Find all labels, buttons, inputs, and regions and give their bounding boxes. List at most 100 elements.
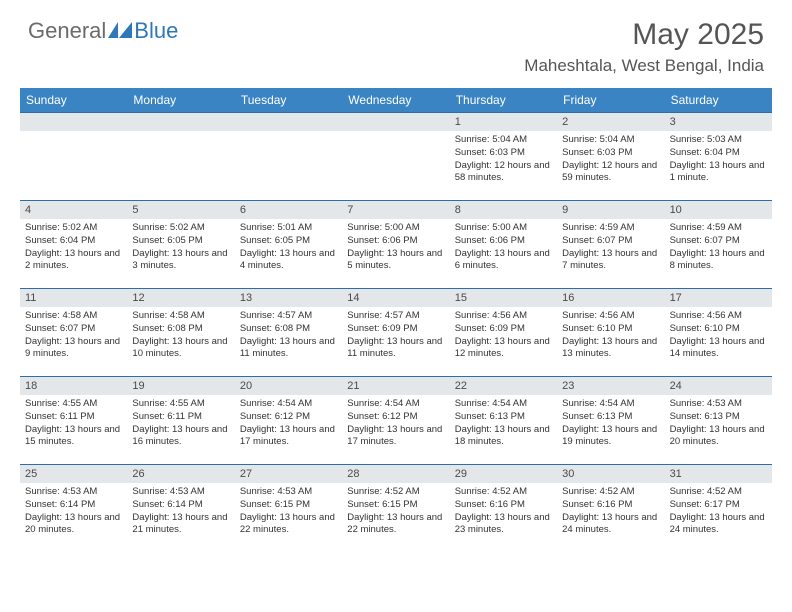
day-cell-2: 2Sunrise: 5:04 AMSunset: 6:03 PMDaylight… (557, 112, 664, 200)
day-info: Sunrise: 4:54 AMSunset: 6:13 PMDaylight:… (557, 395, 664, 453)
day-number: 22 (450, 377, 557, 395)
day-info: Sunrise: 4:57 AMSunset: 6:09 PMDaylight:… (342, 307, 449, 365)
empty-cell (235, 112, 342, 200)
day-info: Sunrise: 4:54 AMSunset: 6:13 PMDaylight:… (450, 395, 557, 453)
day-number: 10 (665, 201, 772, 219)
day-cell-18: 18Sunrise: 4:55 AMSunset: 6:11 PMDayligh… (20, 376, 127, 464)
day-number: 20 (235, 377, 342, 395)
weekday-saturday: Saturday (665, 88, 772, 112)
day-info: Sunrise: 4:57 AMSunset: 6:08 PMDaylight:… (235, 307, 342, 365)
day-info: Sunrise: 4:55 AMSunset: 6:11 PMDaylight:… (20, 395, 127, 453)
day-cell-8: 8Sunrise: 5:00 AMSunset: 6:06 PMDaylight… (450, 200, 557, 288)
day-cell-31: 31Sunrise: 4:52 AMSunset: 6:17 PMDayligh… (665, 464, 772, 552)
day-info: Sunrise: 5:04 AMSunset: 6:03 PMDaylight:… (557, 131, 664, 189)
day-info: Sunrise: 4:55 AMSunset: 6:11 PMDaylight:… (127, 395, 234, 453)
day-number: 25 (20, 465, 127, 483)
day-info: Sunrise: 4:52 AMSunset: 6:16 PMDaylight:… (450, 483, 557, 541)
day-cell-20: 20Sunrise: 4:54 AMSunset: 6:12 PMDayligh… (235, 376, 342, 464)
day-info: Sunrise: 5:03 AMSunset: 6:04 PMDaylight:… (665, 131, 772, 189)
day-number: 31 (665, 465, 772, 483)
day-cell-26: 26Sunrise: 4:53 AMSunset: 6:14 PMDayligh… (127, 464, 234, 552)
day-number: 6 (235, 201, 342, 219)
weekday-friday: Friday (557, 88, 664, 112)
logo-text-blue: Blue (134, 18, 178, 44)
empty-cell (342, 112, 449, 200)
day-info: Sunrise: 4:53 AMSunset: 6:15 PMDaylight:… (235, 483, 342, 541)
logo-triangle-icon (108, 22, 132, 40)
day-number: 15 (450, 289, 557, 307)
day-cell-15: 15Sunrise: 4:56 AMSunset: 6:09 PMDayligh… (450, 288, 557, 376)
day-number: 29 (450, 465, 557, 483)
empty-cell (20, 112, 127, 200)
day-cell-28: 28Sunrise: 4:52 AMSunset: 6:15 PMDayligh… (342, 464, 449, 552)
weekday-wednesday: Wednesday (342, 88, 449, 112)
day-cell-30: 30Sunrise: 4:52 AMSunset: 6:16 PMDayligh… (557, 464, 664, 552)
day-cell-23: 23Sunrise: 4:54 AMSunset: 6:13 PMDayligh… (557, 376, 664, 464)
location: Maheshtala, West Bengal, India (524, 56, 764, 76)
day-info: Sunrise: 5:04 AMSunset: 6:03 PMDaylight:… (450, 131, 557, 189)
weekday-thursday: Thursday (450, 88, 557, 112)
day-number: 4 (20, 201, 127, 219)
day-info: Sunrise: 4:56 AMSunset: 6:10 PMDaylight:… (665, 307, 772, 365)
month-title: May 2025 (524, 18, 764, 52)
day-info: Sunrise: 5:00 AMSunset: 6:06 PMDaylight:… (450, 219, 557, 277)
day-info: Sunrise: 4:58 AMSunset: 6:07 PMDaylight:… (20, 307, 127, 365)
day-cell-7: 7Sunrise: 5:00 AMSunset: 6:06 PMDaylight… (342, 200, 449, 288)
day-info: Sunrise: 4:56 AMSunset: 6:09 PMDaylight:… (450, 307, 557, 365)
day-cell-3: 3Sunrise: 5:03 AMSunset: 6:04 PMDaylight… (665, 112, 772, 200)
day-cell-13: 13Sunrise: 4:57 AMSunset: 6:08 PMDayligh… (235, 288, 342, 376)
day-cell-22: 22Sunrise: 4:54 AMSunset: 6:13 PMDayligh… (450, 376, 557, 464)
day-number: 7 (342, 201, 449, 219)
day-info: Sunrise: 4:52 AMSunset: 6:17 PMDaylight:… (665, 483, 772, 541)
title-block: May 2025 Maheshtala, West Bengal, India (524, 18, 764, 76)
day-cell-14: 14Sunrise: 4:57 AMSunset: 6:09 PMDayligh… (342, 288, 449, 376)
day-info: Sunrise: 4:53 AMSunset: 6:14 PMDaylight:… (20, 483, 127, 541)
day-info: Sunrise: 4:53 AMSunset: 6:13 PMDaylight:… (665, 395, 772, 453)
day-number: 14 (342, 289, 449, 307)
day-cell-16: 16Sunrise: 4:56 AMSunset: 6:10 PMDayligh… (557, 288, 664, 376)
day-number: 3 (665, 113, 772, 131)
day-info: Sunrise: 5:00 AMSunset: 6:06 PMDaylight:… (342, 219, 449, 277)
day-number: 17 (665, 289, 772, 307)
weekday-monday: Monday (127, 88, 234, 112)
day-number: 28 (342, 465, 449, 483)
day-number: 2 (557, 113, 664, 131)
day-number: 11 (20, 289, 127, 307)
logo: General Blue (28, 18, 178, 44)
day-number: 23 (557, 377, 664, 395)
day-number: 21 (342, 377, 449, 395)
day-info: Sunrise: 5:02 AMSunset: 6:05 PMDaylight:… (127, 219, 234, 277)
day-number: 27 (235, 465, 342, 483)
day-number: 19 (127, 377, 234, 395)
day-number: 30 (557, 465, 664, 483)
day-cell-9: 9Sunrise: 4:59 AMSunset: 6:07 PMDaylight… (557, 200, 664, 288)
day-number: 5 (127, 201, 234, 219)
day-info: Sunrise: 4:52 AMSunset: 6:15 PMDaylight:… (342, 483, 449, 541)
calendar: SundayMondayTuesdayWednesdayThursdayFrid… (20, 88, 772, 552)
day-number: 9 (557, 201, 664, 219)
day-info: Sunrise: 4:52 AMSunset: 6:16 PMDaylight:… (557, 483, 664, 541)
weekday-header: SundayMondayTuesdayWednesdayThursdayFrid… (20, 88, 772, 112)
day-cell-27: 27Sunrise: 4:53 AMSunset: 6:15 PMDayligh… (235, 464, 342, 552)
weekday-tuesday: Tuesday (235, 88, 342, 112)
day-info: Sunrise: 4:54 AMSunset: 6:12 PMDaylight:… (342, 395, 449, 453)
day-cell-17: 17Sunrise: 4:56 AMSunset: 6:10 PMDayligh… (665, 288, 772, 376)
empty-cell (127, 112, 234, 200)
day-number: 16 (557, 289, 664, 307)
day-cell-11: 11Sunrise: 4:58 AMSunset: 6:07 PMDayligh… (20, 288, 127, 376)
day-info: Sunrise: 4:54 AMSunset: 6:12 PMDaylight:… (235, 395, 342, 453)
day-info: Sunrise: 4:58 AMSunset: 6:08 PMDaylight:… (127, 307, 234, 365)
day-info: Sunrise: 5:01 AMSunset: 6:05 PMDaylight:… (235, 219, 342, 277)
day-cell-25: 25Sunrise: 4:53 AMSunset: 6:14 PMDayligh… (20, 464, 127, 552)
day-cell-6: 6Sunrise: 5:01 AMSunset: 6:05 PMDaylight… (235, 200, 342, 288)
day-info: Sunrise: 4:59 AMSunset: 6:07 PMDaylight:… (557, 219, 664, 277)
day-cell-5: 5Sunrise: 5:02 AMSunset: 6:05 PMDaylight… (127, 200, 234, 288)
day-cell-1: 1Sunrise: 5:04 AMSunset: 6:03 PMDaylight… (450, 112, 557, 200)
day-info: Sunrise: 4:59 AMSunset: 6:07 PMDaylight:… (665, 219, 772, 277)
day-number: 24 (665, 377, 772, 395)
day-cell-4: 4Sunrise: 5:02 AMSunset: 6:04 PMDaylight… (20, 200, 127, 288)
day-cell-21: 21Sunrise: 4:54 AMSunset: 6:12 PMDayligh… (342, 376, 449, 464)
day-number: 12 (127, 289, 234, 307)
day-number: 13 (235, 289, 342, 307)
calendar-body: 1Sunrise: 5:04 AMSunset: 6:03 PMDaylight… (20, 112, 772, 552)
